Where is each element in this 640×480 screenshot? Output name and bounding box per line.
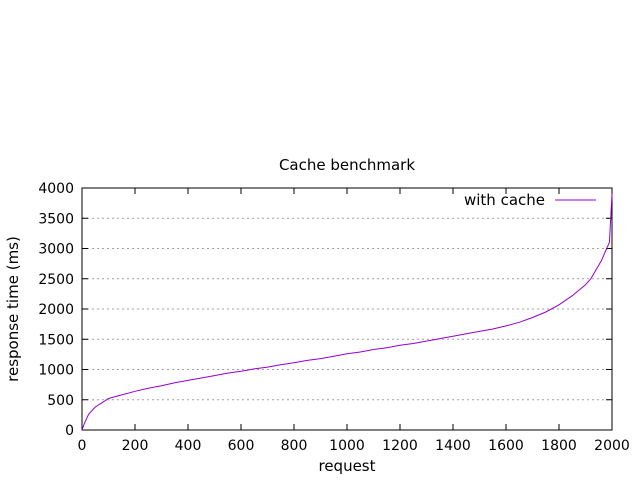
legend-label: with cache [464, 191, 545, 209]
x-tick-label: 0 [78, 438, 87, 454]
x-tick-label: 400 [175, 438, 202, 454]
y-tick-label: 1500 [38, 332, 74, 348]
y-tick-labels: 0 500 1000 1500 2000 2500 3000 3500 4000 [38, 181, 74, 439]
y-tick-label: 2000 [38, 302, 74, 318]
y-tick-label: 4000 [38, 181, 74, 197]
x-tick-label: 1000 [329, 438, 365, 454]
y-axis-title: response time (ms) [4, 236, 22, 382]
x-tick-label: 2000 [594, 438, 630, 454]
y-tick-label: 3000 [38, 242, 74, 258]
chart-title: Cache benchmark [279, 156, 415, 174]
y-tick-label: 500 [47, 393, 74, 409]
series-layer [81, 194, 613, 431]
x-tick-label: 200 [122, 438, 149, 454]
x-tick-label: 600 [228, 438, 255, 454]
y-tick-label: 2500 [38, 272, 74, 288]
series-line-with-cache [81, 194, 613, 431]
x-axis-title: request [318, 457, 375, 475]
y-tick-label: 3500 [38, 211, 74, 227]
x-tick-label: 800 [281, 438, 308, 454]
grid-lines [82, 217, 612, 401]
y-tick-label: 0 [65, 423, 74, 439]
axis-ticks [81, 187, 613, 431]
y-tick-label: 1000 [38, 363, 74, 379]
x-tick-label: 1800 [541, 438, 577, 454]
x-tick-label: 1400 [435, 438, 471, 454]
x-tick-label: 1200 [382, 438, 418, 454]
legend: with cache [464, 191, 596, 209]
x-tick-labels: 0 200 400 600 800 1000 1200 1400 1600 1800 2000 [78, 438, 630, 454]
x-tick-label: 1600 [488, 438, 524, 454]
